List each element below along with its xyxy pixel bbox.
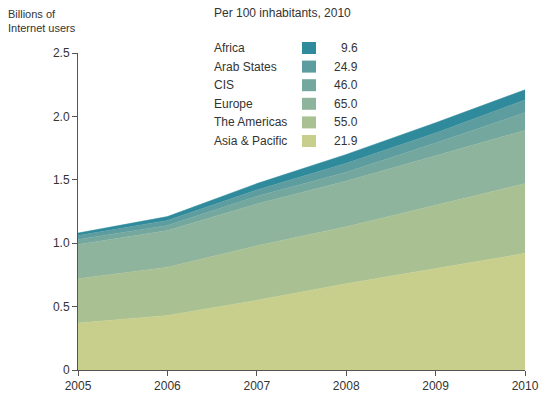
- svg-text:Arab States: Arab States: [214, 60, 277, 74]
- svg-text:CIS: CIS: [214, 78, 234, 92]
- svg-text:46.0: 46.0: [334, 78, 358, 92]
- svg-text:2008: 2008: [333, 379, 360, 393]
- svg-text:0.5: 0.5: [53, 300, 70, 314]
- svg-text:1.5: 1.5: [53, 173, 70, 187]
- svg-text:21.9: 21.9: [334, 134, 358, 148]
- svg-text:Per 100 inhabitants, 2010: Per 100 inhabitants, 2010: [214, 6, 351, 20]
- svg-text:Africa: Africa: [214, 41, 245, 55]
- svg-text:2006: 2006: [154, 379, 181, 393]
- svg-text:Asia & Pacific: Asia & Pacific: [214, 134, 287, 148]
- svg-text:Billions ofInternet users: Billions ofInternet users: [8, 8, 76, 34]
- svg-text:1.0: 1.0: [53, 236, 70, 250]
- svg-text:2009: 2009: [422, 379, 449, 393]
- svg-text:2005: 2005: [65, 379, 92, 393]
- svg-text:24.9: 24.9: [334, 60, 358, 74]
- svg-text:65.0: 65.0: [334, 97, 358, 111]
- svg-text:55.0: 55.0: [334, 115, 358, 129]
- svg-text:9.6: 9.6: [341, 41, 358, 55]
- svg-text:2010: 2010: [512, 379, 539, 393]
- svg-text:2.0: 2.0: [53, 110, 70, 124]
- svg-text:2007: 2007: [243, 379, 270, 393]
- svg-text:0: 0: [63, 363, 70, 377]
- svg-text:2.5: 2.5: [53, 46, 70, 60]
- svg-text:Europe: Europe: [214, 97, 253, 111]
- svg-text:The Americas: The Americas: [214, 115, 287, 129]
